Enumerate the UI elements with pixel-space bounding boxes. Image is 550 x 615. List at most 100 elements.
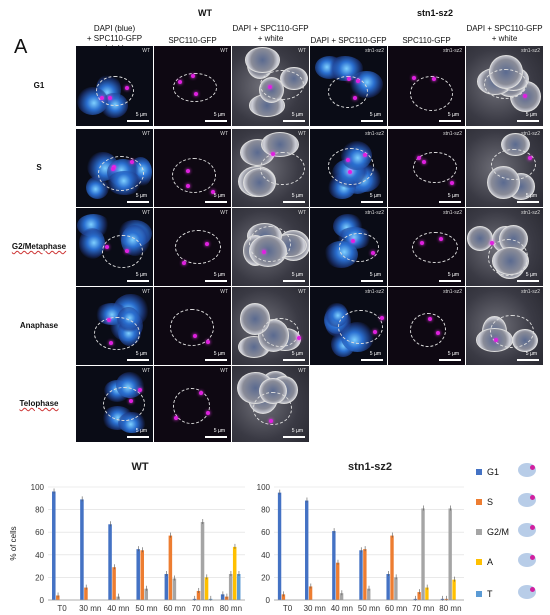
chart-title: WT <box>131 461 148 473</box>
scale-bar <box>205 436 227 438</box>
bar-a <box>232 546 237 600</box>
micrograph-tile: WT 5 µm <box>76 366 153 442</box>
bar-g2m <box>421 508 425 600</box>
bar-s <box>336 562 340 600</box>
y-tick-label: 40 <box>261 551 270 560</box>
x-tick-label: 50 mn <box>358 604 380 613</box>
y-tick-label: 100 <box>257 483 271 492</box>
tile-tag: stn1-sz2 <box>365 48 384 54</box>
tile-tag: stn1-sz2 <box>521 289 540 295</box>
scale-label: 5 µm <box>291 351 303 357</box>
tile-tag: WT <box>142 368 150 374</box>
micrograph-tile: WT 5 µm <box>154 129 231 207</box>
scale-label: 5 µm <box>213 428 225 434</box>
scale-bar <box>283 280 305 282</box>
bar-s <box>390 535 394 600</box>
scale-label: 5 µm <box>525 351 537 357</box>
tile-tag: WT <box>142 289 150 295</box>
tile-tag: WT <box>220 210 228 216</box>
tile-tag: stn1-sz2 <box>443 210 462 216</box>
scale-bar <box>361 120 383 122</box>
y-tick-label: 0 <box>266 596 271 605</box>
scale-bar <box>127 436 149 438</box>
micrograph-tile: WT 5 µm <box>154 287 231 365</box>
scale-bar <box>205 120 227 122</box>
tile-tag: stn1-sz2 <box>365 131 384 137</box>
bar-g1 <box>52 491 56 600</box>
bar-g2m <box>339 593 344 600</box>
micrograph-tile: stn1-sz2 5 µm <box>310 46 387 126</box>
scale-bar <box>517 120 539 122</box>
scale-bar <box>439 359 461 361</box>
scale-bar <box>283 359 305 361</box>
legend-item-t: T <box>476 585 536 599</box>
y-tick-label: 0 <box>40 596 45 605</box>
micrograph-tile: WT 5 µm <box>232 46 309 126</box>
bar-g1 <box>386 574 390 600</box>
micrograph-tile: WT 5 µm <box>154 208 231 286</box>
scale-label: 5 µm <box>369 112 381 118</box>
column-header-2: SPC110-GFP <box>168 36 217 45</box>
micrograph-tile: stn1-sz2 5 µm <box>466 287 543 365</box>
bar-g1 <box>136 549 140 600</box>
column-header-5: SPC110-GFP <box>402 36 451 45</box>
chart-title: stn1-sz2 <box>348 461 392 473</box>
y-tick-label: 80 <box>261 506 270 515</box>
legend-item-a: A <box>476 553 536 567</box>
scale-bar <box>517 201 539 203</box>
bar-g1 <box>108 524 112 600</box>
legend-label: G2/M <box>487 527 510 537</box>
bar-g1 <box>164 574 169 600</box>
y-axis-label: % of cells <box>9 526 18 560</box>
scale-bar <box>439 120 461 122</box>
x-tick-label: 40 mn <box>107 604 129 613</box>
scale-bar <box>517 280 539 282</box>
micrograph-tile: stn1-sz2 5 µm <box>466 46 543 126</box>
cell-cycle-icon <box>518 553 536 567</box>
bar-g1 <box>332 531 336 600</box>
bar-a <box>452 579 456 600</box>
legend-swatch <box>476 499 482 505</box>
bar-s <box>84 587 88 600</box>
x-tick-label: 50 mn <box>135 604 157 613</box>
bar-a <box>204 577 209 600</box>
scale-label: 5 µm <box>447 272 459 278</box>
scale-bar <box>439 201 461 203</box>
row-label-s: S <box>36 163 42 172</box>
cell-cycle-icon <box>518 523 536 537</box>
y-tick-label: 60 <box>35 528 44 537</box>
micrograph-tile: WT 5 µm <box>154 366 231 442</box>
micrograph-tile: stn1-sz2 5 µm <box>310 208 387 286</box>
scale-bar <box>283 201 305 203</box>
scale-label: 5 µm <box>525 272 537 278</box>
bar-g1 <box>80 499 84 600</box>
scale-label: 5 µm <box>213 112 225 118</box>
tile-tag: WT <box>298 368 306 374</box>
scale-label: 5 µm <box>135 351 147 357</box>
y-tick-label: 60 <box>261 528 270 537</box>
scale-bar <box>127 359 149 361</box>
legend-label: T <box>487 589 493 599</box>
x-tick-label: 30 mn <box>304 604 326 613</box>
scale-label: 5 µm <box>447 193 459 199</box>
micrograph-tile: stn1-sz2 5 µm <box>466 129 543 207</box>
micrograph-tile: WT 5 µm <box>154 46 231 126</box>
panel-letter: A <box>14 36 28 58</box>
bar-g1 <box>220 594 225 600</box>
scale-label: 5 µm <box>525 193 537 199</box>
x-tick-label: 40 mn <box>331 604 353 613</box>
x-tick-label: 30 mn <box>79 604 101 613</box>
row-label-g2-metaphase: G2/Metaphase <box>11 242 67 251</box>
scale-bar <box>361 359 383 361</box>
scale-label: 5 µm <box>447 112 459 118</box>
tile-tag: WT <box>220 289 228 295</box>
scale-label: 5 µm <box>291 193 303 199</box>
tile-tag: stn1-sz2 <box>521 131 540 137</box>
tile-tag: stn1-sz2 <box>521 210 540 216</box>
group-header-mutant: stn1-sz2 <box>416 8 453 18</box>
bar-a <box>425 587 429 600</box>
micrograph-tile: WT 5 µm <box>232 287 309 365</box>
bar-charts: WT 0 20 40 60 80 100 % of cells T0 30 mn 40 mn 50 m… <box>9 461 464 613</box>
bar-s <box>417 592 421 600</box>
scale-label: 5 µm <box>135 112 147 118</box>
